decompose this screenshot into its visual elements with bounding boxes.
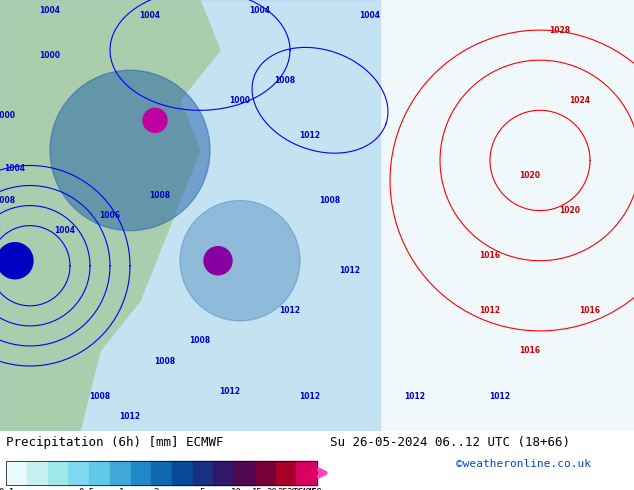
Text: 1012: 1012 <box>119 412 141 420</box>
Text: Su 26-05-2024 06..12 UTC (18+66): Su 26-05-2024 06..12 UTC (18+66) <box>330 436 570 449</box>
Text: 1012: 1012 <box>299 131 321 140</box>
Text: 45: 45 <box>306 488 317 490</box>
Circle shape <box>204 246 232 275</box>
Bar <box>6 461 27 485</box>
Text: 50: 50 <box>312 488 322 490</box>
Bar <box>110 461 131 485</box>
Text: 5: 5 <box>199 488 205 490</box>
Text: 1004: 1004 <box>139 11 160 20</box>
Text: 1016: 1016 <box>579 306 600 316</box>
Text: 1008: 1008 <box>155 357 176 366</box>
Text: 1004: 1004 <box>39 5 60 15</box>
Text: 2: 2 <box>153 488 158 490</box>
Text: 1012: 1012 <box>404 392 425 401</box>
Bar <box>255 461 276 485</box>
Text: 1012: 1012 <box>280 306 301 316</box>
Bar <box>68 461 89 485</box>
Text: 25: 25 <box>277 488 288 490</box>
Circle shape <box>50 70 210 231</box>
Bar <box>27 461 48 485</box>
Bar <box>131 461 152 485</box>
Bar <box>48 461 68 485</box>
Text: 1004: 1004 <box>55 226 75 235</box>
Text: 1000: 1000 <box>230 96 250 105</box>
Text: ©weatheronline.co.uk: ©weatheronline.co.uk <box>456 459 592 468</box>
Text: 1012: 1012 <box>479 306 500 316</box>
Text: 1008: 1008 <box>190 337 210 345</box>
Polygon shape <box>0 0 220 431</box>
Text: 1024: 1024 <box>569 96 590 105</box>
Bar <box>234 461 255 485</box>
Bar <box>276 461 296 485</box>
Text: 1020: 1020 <box>559 206 581 215</box>
Bar <box>0 0 380 431</box>
Text: 1006: 1006 <box>100 211 120 220</box>
Text: 1008: 1008 <box>275 76 295 85</box>
Text: 1000: 1000 <box>0 111 15 120</box>
Text: 1012: 1012 <box>339 266 361 275</box>
Text: 1004: 1004 <box>4 164 25 173</box>
Text: 1004: 1004 <box>359 11 380 20</box>
Text: Precipitation (6h) [mm] ECMWF: Precipitation (6h) [mm] ECMWF <box>6 436 224 449</box>
Bar <box>214 461 234 485</box>
Text: 30: 30 <box>286 488 297 490</box>
Text: 1000: 1000 <box>39 50 60 60</box>
Text: 0.5: 0.5 <box>79 488 95 490</box>
Bar <box>296 461 317 485</box>
Text: 1008: 1008 <box>89 392 110 401</box>
Circle shape <box>0 243 33 279</box>
Text: 1: 1 <box>119 488 124 490</box>
Text: 1008: 1008 <box>320 196 340 205</box>
Text: 1004: 1004 <box>250 5 271 15</box>
Text: 1016: 1016 <box>479 251 500 260</box>
Text: 1012: 1012 <box>299 392 321 401</box>
Text: 35: 35 <box>294 488 304 490</box>
Text: 1016: 1016 <box>519 346 541 355</box>
Text: 0.1: 0.1 <box>0 488 15 490</box>
Bar <box>193 461 214 485</box>
Text: 1008: 1008 <box>150 191 171 200</box>
Text: 1012: 1012 <box>219 387 240 395</box>
Text: 20: 20 <box>266 488 276 490</box>
Bar <box>172 461 193 485</box>
Text: 1008: 1008 <box>0 196 16 205</box>
Bar <box>89 461 110 485</box>
Text: 1012: 1012 <box>489 392 510 401</box>
Circle shape <box>143 108 167 132</box>
Text: 15: 15 <box>252 488 262 490</box>
Text: 10: 10 <box>231 488 242 490</box>
Text: 1020: 1020 <box>519 171 541 180</box>
Bar <box>6 461 317 485</box>
Bar <box>380 0 634 431</box>
Circle shape <box>180 200 300 321</box>
Text: 1028: 1028 <box>550 25 571 35</box>
Bar <box>152 461 172 485</box>
Text: 40: 40 <box>301 488 311 490</box>
